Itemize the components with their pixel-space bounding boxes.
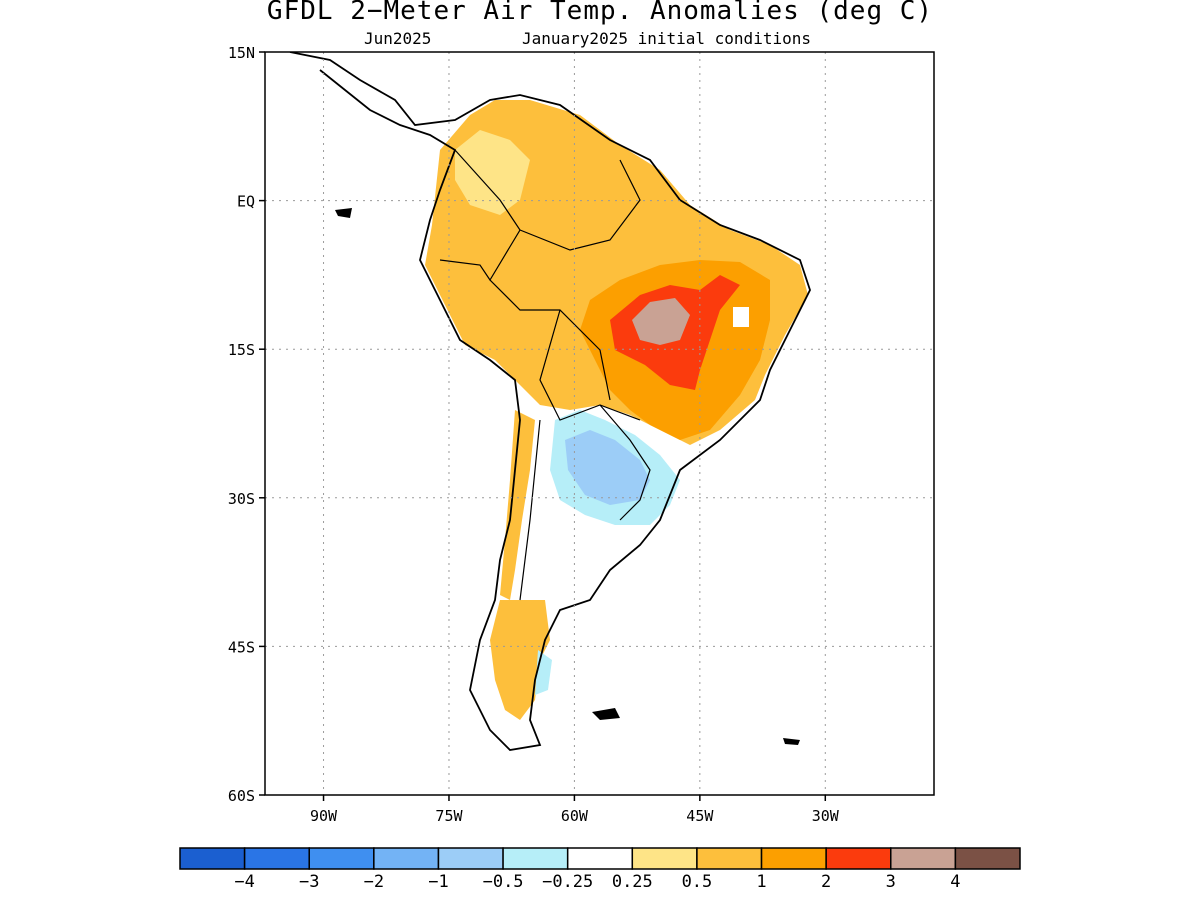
lon-tick-label: 30W (812, 807, 840, 825)
colorbar-swatch (437, 847, 504, 870)
lat-tick-label: 60S (228, 787, 255, 805)
lat-tick-label: EQ (237, 193, 255, 211)
map-canvas (265, 52, 934, 795)
colorbar-label: −1 (428, 872, 448, 892)
colorbar-swatch (890, 847, 957, 870)
colorbar-swatch (243, 847, 310, 870)
map-title: GFDL 2−Meter Air Temp. Anomalies (deg C) (266, 0, 934, 26)
map-frame (264, 51, 935, 796)
lat-tick-label: 30S (228, 490, 255, 508)
axis-ticks: 15N EQ 15S 30S 45S 60S 90W 75W 60W 45W 30W (228, 44, 840, 825)
colorbar-label: −3 (299, 872, 319, 892)
colorbar-label: −0.5 (483, 872, 524, 892)
colorbar-label: −4 (234, 872, 254, 892)
colorbar-swatch (954, 847, 1021, 870)
colorbar-label: 3 (886, 872, 896, 892)
colorbar-swatch (308, 847, 375, 870)
colorbar-label: −0.25 (542, 872, 593, 892)
colorbar-swatch (502, 847, 569, 870)
anomaly-blue (565, 430, 650, 505)
forecast-month: Jun2025 (364, 29, 432, 48)
lon-tick-label: 90W (310, 807, 338, 825)
lat-tick-label: 45S (228, 638, 255, 656)
colorbar-swatch (373, 847, 440, 870)
colorbar-swatch (825, 847, 892, 870)
colorbar-label: 1 (756, 872, 766, 892)
colorbar-label: 2 (821, 872, 831, 892)
initial-conditions: January2025 initial conditions (522, 29, 811, 48)
colorbar-swatch (696, 847, 763, 870)
anomaly-andes-strip (500, 410, 535, 600)
colorbar-swatch (566, 847, 634, 870)
colorbar-swatch (631, 847, 698, 870)
colorbar: −4 −3 −2 −1 −0.5 −0.25 0.25 0.5 1 2 3 4 (179, 847, 1021, 892)
anomaly-patagonia (490, 600, 550, 720)
anomaly-gap (733, 307, 749, 327)
colorbar-label: 0.5 (682, 872, 713, 892)
colorbar-label: 0.25 (612, 872, 653, 892)
colorbar-swatch (179, 847, 246, 870)
anomaly-rosy (632, 298, 690, 345)
coastline (289, 52, 811, 751)
colorbar-label: 4 (950, 872, 960, 892)
lon-tick-label: 45W (686, 807, 714, 825)
anomaly-yellow-nw (455, 130, 530, 215)
lat-tick-label: 15N (228, 44, 255, 62)
country-borders (439, 149, 651, 601)
lon-tick-label: 60W (561, 807, 589, 825)
lat-tick-label: 15S (228, 341, 255, 359)
colorbar-label: −2 (364, 872, 384, 892)
gridlines (265, 52, 934, 795)
lon-tick-label: 75W (435, 807, 463, 825)
colorbar-swatch (760, 847, 827, 870)
